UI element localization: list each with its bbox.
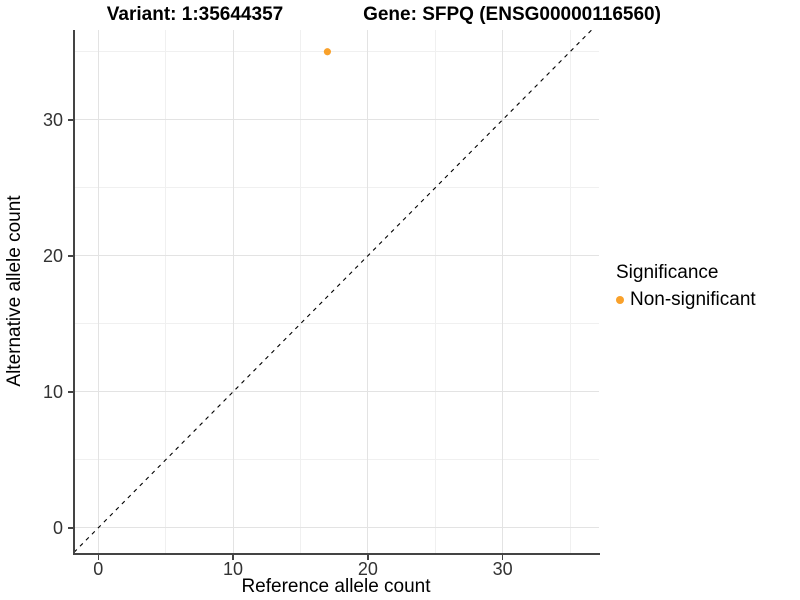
y-axis-tick [68, 119, 73, 121]
x-axis-title: Reference allele count [241, 576, 431, 597]
data-point[interactable] [323, 48, 332, 56]
gridline-major-horizontal [74, 527, 599, 529]
x-tick-label: 30 [492, 559, 513, 579]
y-tick-label: 30 [42, 109, 63, 130]
x-axis-tick [97, 554, 99, 560]
plot-panel [74, 30, 599, 553]
gene-title: Gene: SFPQ (ENSG00000116560) [363, 4, 661, 25]
gridline-minor-vertical [434, 30, 436, 553]
gridline-minor-horizontal [74, 187, 599, 189]
x-axis-tick [232, 554, 234, 560]
x-tick-label: 0 [93, 559, 104, 579]
gridline-major-vertical [367, 30, 369, 553]
identity-line [74, 30, 592, 553]
y-tick-label: 0 [52, 517, 63, 538]
gridline-minor-vertical [299, 30, 301, 553]
gridline-major-vertical [232, 30, 234, 553]
y-tick-label: 10 [42, 381, 63, 402]
y-axis-tick [68, 391, 73, 393]
gridline-major-horizontal [74, 255, 599, 257]
x-axis-tick [367, 554, 369, 560]
gridline-minor-vertical [165, 30, 167, 553]
legend-title: Significance [616, 262, 719, 283]
gridline-minor-vertical [569, 30, 571, 553]
y-axis-tick [68, 255, 73, 257]
gridline-minor-horizontal [74, 323, 599, 325]
gridline-major-vertical [97, 30, 99, 553]
plot-canvas [74, 30, 592, 553]
y-tick-label: 20 [42, 245, 63, 266]
legend-point-icon [616, 296, 624, 304]
x-axis-tick [501, 554, 504, 560]
y-axis-line [73, 30, 75, 554]
gridline-major-horizontal [74, 119, 599, 121]
gridline-minor-horizontal [74, 459, 599, 461]
y-axis-title: Alternative allele count [4, 195, 25, 387]
variant-title: Variant: 1:35644357 [106, 4, 284, 25]
gridline-minor-horizontal [74, 51, 599, 53]
gridline-major-vertical [502, 30, 504, 553]
x-tick-label: 20 [357, 559, 378, 579]
legend-item-label: Non-significant [630, 289, 756, 310]
x-tick-label: 10 [223, 559, 244, 579]
legend: Significance Non-significant [616, 262, 756, 311]
y-axis-tick [68, 527, 73, 529]
gridline-major-horizontal [74, 391, 599, 393]
legend-item-non-significant[interactable]: Non-significant [616, 289, 756, 311]
x-axis-line [73, 553, 600, 555]
